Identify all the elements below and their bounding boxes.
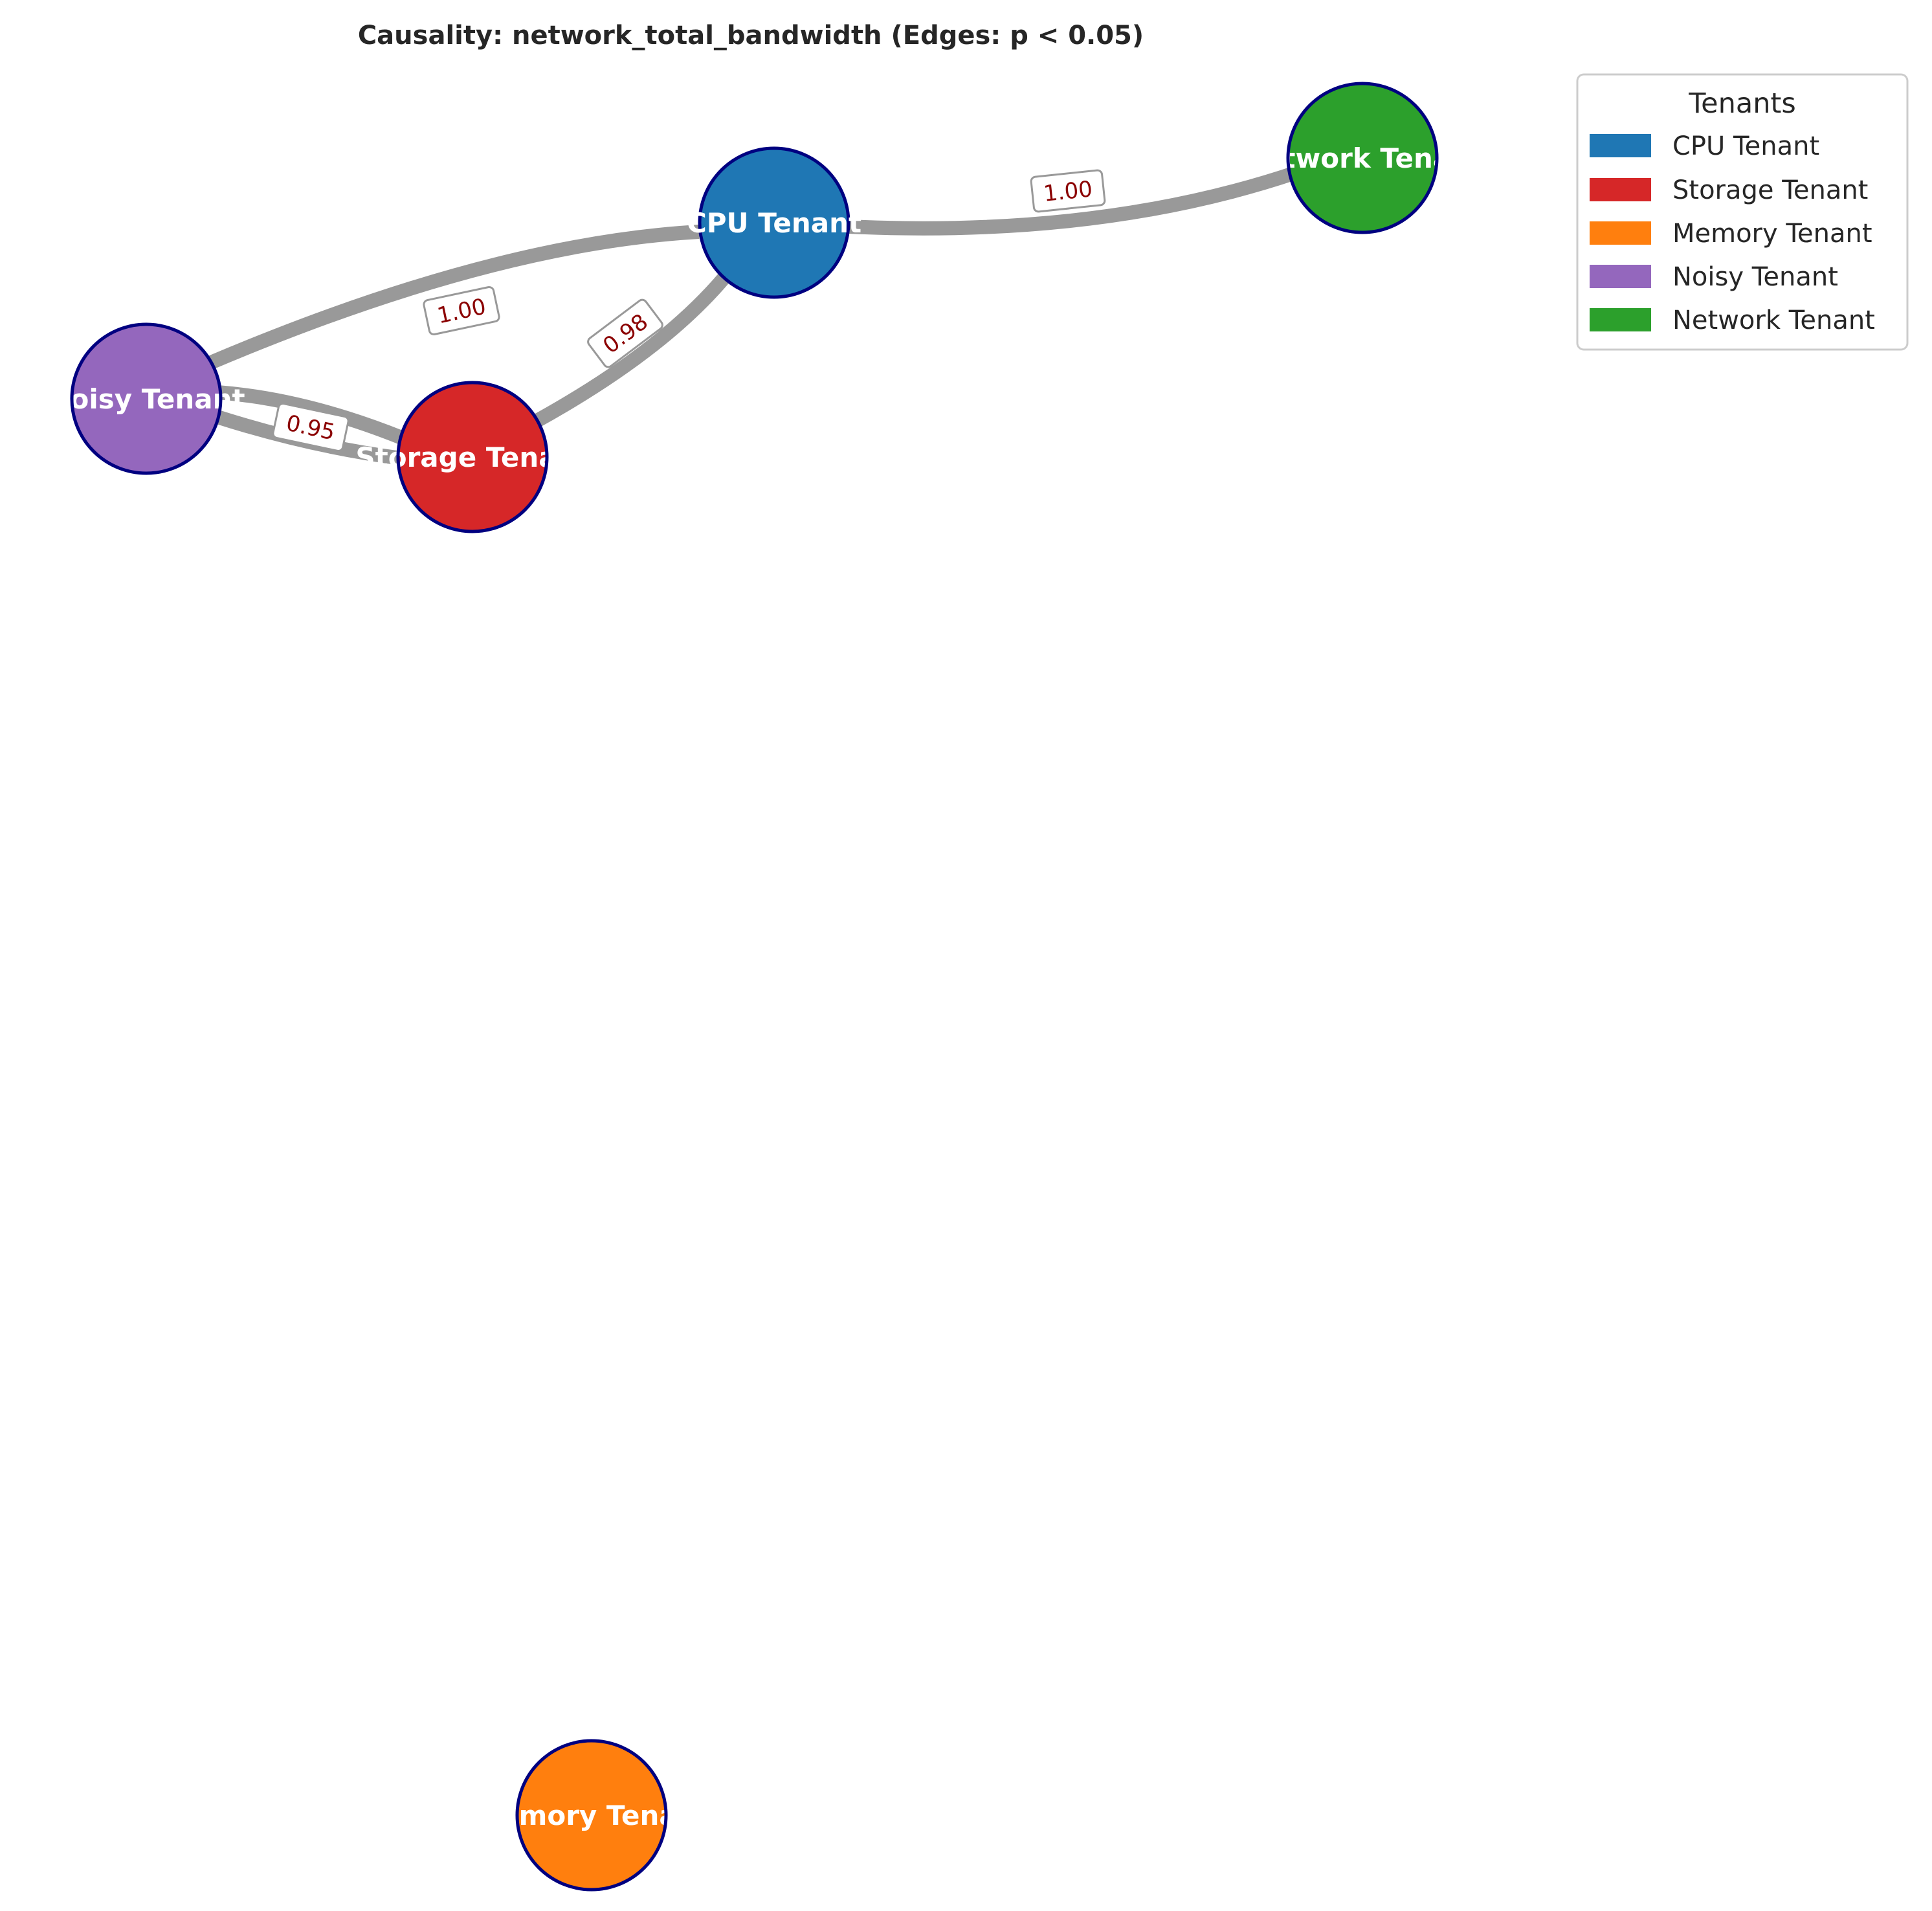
node-memory-tenant[interactable]: Memory Tenant: [473, 1739, 709, 1892]
node-circle: [517, 1741, 666, 1890]
legend-box: [1576, 73, 1909, 351]
node-label: Storage Tenant: [355, 441, 589, 473]
legend: Tenants CPU Tenant Storage Tenant Memory…: [1576, 73, 1909, 351]
legend-item-cpu-tenant: CPU Tenant: [1590, 131, 1819, 161]
node-border: [698, 146, 850, 299]
node-label: Noisy Tenant: [47, 383, 245, 415]
legend-swatch: [1590, 134, 1651, 157]
edge-value: 1.00: [1042, 176, 1093, 207]
legend-label: CPU Tenant: [1672, 131, 1819, 161]
edge-label-noisy-cpu: 1.00: [423, 285, 500, 336]
legend-label: Network Tenant: [1672, 306, 1875, 335]
chart-title: Causality: network_total_bandwidth (Edge…: [358, 21, 1144, 50]
node-border: [396, 381, 549, 533]
edge-label-cpu-network: 1.00: [1030, 169, 1106, 213]
legend-swatch: [1590, 265, 1651, 288]
node-circle: [398, 383, 547, 531]
legend-item-storage-tenant: Storage Tenant: [1590, 175, 1868, 205]
node-label: Network Tenant: [1241, 142, 1483, 174]
edge-cpu-network: [848, 166, 1298, 236]
edge-storage-noisy: [217, 385, 405, 445]
node-label: Memory Tenant: [473, 1800, 709, 1831]
legend-label: Memory Tenant: [1672, 219, 1872, 249]
node-border: [70, 322, 223, 475]
legend-title: Tenants: [1688, 87, 1796, 120]
node-border: [1286, 82, 1439, 234]
legend-item-network-tenant: Network Tenant: [1590, 306, 1875, 335]
edge-noisy-cpu: [208, 225, 700, 370]
legend-item-noisy-tenant: Noisy Tenant: [1590, 262, 1838, 292]
legend-swatch: [1590, 308, 1651, 331]
node-border: [515, 1739, 668, 1892]
legend-item-memory-tenant: Memory Tenant: [1590, 219, 1872, 249]
edge-storage-cpu: [531, 273, 729, 429]
legend-swatch: [1590, 221, 1651, 245]
node-noisy-tenant[interactable]: Noisy Tenant: [47, 322, 245, 475]
node-circle: [700, 148, 849, 297]
node-storage-tenant[interactable]: Storage Tenant: [355, 381, 590, 533]
legend-label: Storage Tenant: [1672, 175, 1868, 205]
node-circle: [1288, 84, 1437, 232]
node-network-tenant[interactable]: Network Tenant: [1241, 82, 1483, 234]
legend-swatch: [1590, 178, 1651, 201]
edges: [208, 166, 1298, 465]
node-circle: [72, 324, 221, 473]
node-cpu-tenant[interactable]: CPU Tenant: [687, 146, 861, 299]
node-label: CPU Tenant: [687, 207, 861, 239]
edge-label-noisy-storage: 0.95: [272, 402, 350, 453]
legend-label: Noisy Tenant: [1672, 262, 1838, 292]
